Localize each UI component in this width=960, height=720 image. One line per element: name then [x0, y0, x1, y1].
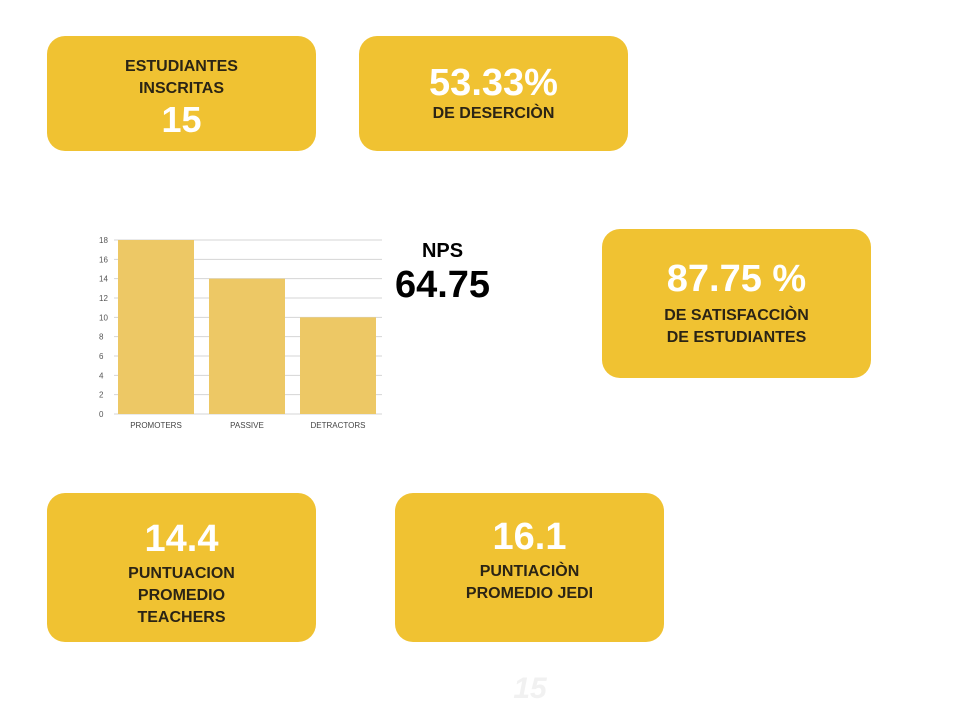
y-tick-label: 6 — [99, 352, 104, 361]
jedi-score-value: 16.1 — [492, 515, 567, 558]
nps-block: NPS 64.75 — [380, 238, 505, 306]
y-tick-label: 10 — [99, 313, 108, 322]
x-category-label: PASSIVE — [230, 421, 264, 430]
y-tick-label: 12 — [99, 294, 108, 303]
bar-promoters — [118, 240, 194, 414]
bar-passive — [209, 278, 285, 414]
nps-value: 64.75 — [394, 264, 491, 306]
satisfaction-label-line1: DE SATISFACCIÒN — [664, 306, 809, 324]
y-tick-label: 8 — [99, 333, 104, 342]
bar-detractors — [300, 317, 376, 414]
enrolled-students-card: ESTUDIANTES INSCRITAS 15 — [47, 36, 316, 151]
y-tick-label: 4 — [99, 371, 104, 380]
enrolled-students-label: ESTUDIANTES INSCRITAS — [125, 56, 238, 100]
teachers-label-line2: PROMEDIO — [137, 586, 226, 604]
nps-label: NPS — [421, 240, 464, 262]
dropout-rate-card: 53.33% DE DESERCIÒN — [359, 36, 628, 151]
nps-bar-chart: 0 2 4 6 8 10 12 14 16 18 PROMOTERS PASSIVE DETRACTOR… — [99, 236, 382, 430]
y-tick-label: 16 — [99, 255, 108, 264]
jedi-score-label: PUNTIACIÒN PROMEDIO JEDI — [466, 561, 593, 605]
enrolled-students-value: 15 — [161, 98, 202, 140]
y-tick-label: 0 — [99, 410, 104, 419]
x-category-label: DETRACTORS — [311, 421, 366, 430]
jedi-label-line2: PROMEDIO JEDI — [465, 584, 594, 602]
dropout-rate-label: DE DESERCIÒN — [432, 104, 555, 122]
satisfaction-label: DE SATISFACCIÒN DE ESTUDIANTES — [664, 305, 809, 349]
satisfaction-card: 87.75 % DE SATISFACCIÒN DE ESTUDIANTES — [602, 229, 871, 378]
teachers-score-card: 14.4 PUNTUACION PROMEDIO TEACHERS — [47, 493, 316, 642]
enrolled-label-line2: INSCRITAS — [138, 79, 225, 97]
y-tick-label: 14 — [99, 275, 108, 284]
dropout-rate-value: 53.33% — [429, 61, 558, 104]
y-tick-label: 2 — [99, 391, 104, 400]
satisfaction-label-line2: DE ESTUDIANTES — [666, 328, 807, 346]
jedi-label-line1: PUNTIACIÒN — [479, 562, 580, 580]
teachers-score-label: PUNTUACION PROMEDIO TEACHERS — [128, 563, 235, 629]
enrolled-label-line1: ESTUDIANTES — [125, 57, 238, 75]
faded-number: 15 — [513, 672, 547, 705]
jedi-score-card: 16.1 PUNTIACIÒN PROMEDIO JEDI — [395, 493, 664, 642]
y-tick-label: 18 — [99, 236, 108, 245]
x-category-label: PROMOTERS — [130, 421, 182, 430]
teachers-label-line1: PUNTUACION — [128, 564, 235, 582]
teachers-score-value: 14.4 — [144, 517, 219, 560]
teachers-label-line3: TEACHERS — [137, 608, 226, 626]
satisfaction-value: 87.75 % — [666, 257, 807, 300]
